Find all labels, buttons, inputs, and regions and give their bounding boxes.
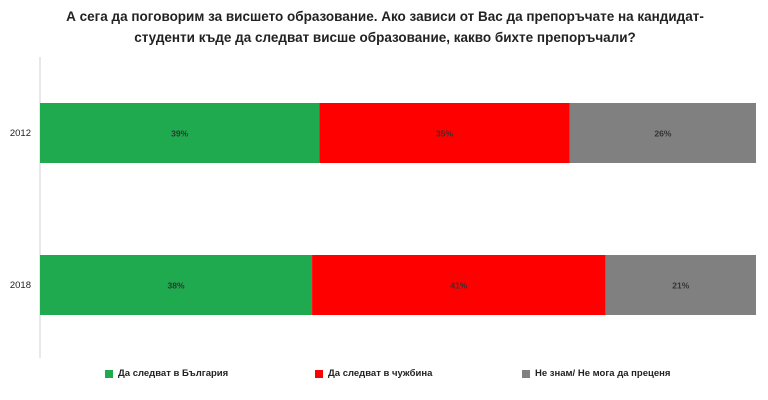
- data-label-2018-0: 38%: [168, 281, 185, 291]
- chart-title-line-2: студенти къде да следват висше образован…: [134, 30, 636, 45]
- legend-label-abroad: Да следват в чужбина: [328, 368, 433, 379]
- legend-swatch-bulgaria: [105, 369, 113, 378]
- data-label-2012-0: 39%: [171, 129, 188, 139]
- legend-label-dont-know: Не знам/ Не мога да преценя: [535, 368, 671, 379]
- legend-item-abroad: Да следват в чужбина: [315, 368, 432, 379]
- chart-title: А сега да поговорим за висшето образован…: [60, 6, 710, 48]
- data-label-2018-2: 21%: [672, 281, 689, 291]
- chart-title-line-1: А сега да поговорим за висшето образован…: [66, 9, 704, 24]
- bar-segment-2018-2: [605, 255, 756, 315]
- category-label-2018: 2018: [10, 280, 31, 291]
- legend-item-bulgaria: Да следват в България: [105, 368, 228, 379]
- category-label-2012: 2012: [10, 128, 31, 139]
- legend-item-dont-know: Не знам/ Не мога да преценя: [522, 368, 670, 379]
- legend-swatch-abroad: [315, 369, 323, 378]
- bar-segment-2012-1: [319, 103, 570, 163]
- legend-swatch-dont-know: [522, 369, 530, 378]
- bar-segment-2012-0: [40, 103, 320, 163]
- data-label-2012-1: 35%: [436, 129, 453, 139]
- legend-label-bulgaria: Да следват в България: [118, 368, 229, 379]
- bar-segment-2012-2: [569, 103, 756, 163]
- bar-segment-2018-0: [40, 255, 313, 315]
- data-label-2018-1: 41%: [450, 281, 467, 291]
- bar-segment-2018-1: [312, 255, 606, 315]
- data-label-2012-2: 26%: [654, 129, 671, 139]
- legend: Да следват в България Да следват в чужби…: [0, 368, 768, 388]
